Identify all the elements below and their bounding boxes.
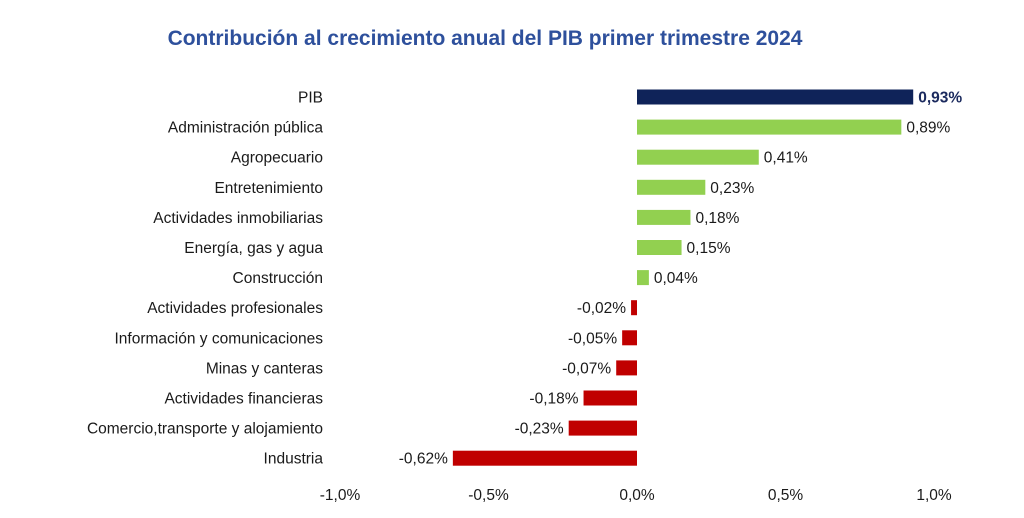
value-label: 0,23% bbox=[710, 180, 754, 197]
bar bbox=[637, 179, 706, 195]
category-label: Comercio,transporte y alojamiento bbox=[87, 421, 323, 438]
value-label: 0,04% bbox=[654, 270, 698, 287]
bar bbox=[452, 450, 637, 466]
category-label: Actividades profesionales bbox=[147, 300, 323, 317]
bar bbox=[637, 119, 902, 135]
value-label: 0,15% bbox=[687, 240, 731, 257]
value-label: -0,02% bbox=[577, 300, 626, 317]
x-tick-label: -1,0% bbox=[320, 487, 361, 504]
category-label: Construcción bbox=[233, 270, 323, 287]
bar bbox=[616, 360, 637, 376]
value-label: 0,93% bbox=[918, 90, 962, 107]
bar bbox=[637, 270, 649, 286]
value-label: -0,62% bbox=[399, 451, 448, 468]
category-label: Energía, gas y agua bbox=[184, 240, 323, 257]
value-label: -0,05% bbox=[568, 330, 617, 347]
chart-title: Contribución al crecimiento anual del PI… bbox=[167, 27, 803, 50]
category-label: Información y comunicaciones bbox=[115, 330, 324, 347]
category-label: Minas y canteras bbox=[206, 360, 323, 377]
x-tick-label: 0,5% bbox=[768, 487, 804, 504]
x-tick-label: -0,5% bbox=[468, 487, 509, 504]
category-label: PIB bbox=[298, 90, 323, 107]
category-label: Actividades inmobiliarias bbox=[153, 210, 323, 227]
x-tick-label: 1,0% bbox=[916, 487, 952, 504]
bar bbox=[637, 149, 759, 165]
bar bbox=[637, 240, 682, 255]
bar bbox=[568, 420, 637, 436]
x-tick-label: 0,0% bbox=[619, 487, 655, 504]
value-label: 0,41% bbox=[764, 150, 808, 167]
category-label: Agropecuario bbox=[231, 150, 323, 167]
category-label: Entretenimiento bbox=[214, 180, 323, 197]
value-label: 0,18% bbox=[695, 210, 739, 227]
value-label: 0,89% bbox=[906, 120, 950, 137]
category-label: Administración pública bbox=[168, 120, 323, 137]
category-label: Actividades financieras bbox=[164, 391, 323, 408]
bar-total bbox=[637, 89, 914, 105]
bar bbox=[637, 209, 691, 225]
value-label: -0,07% bbox=[562, 360, 611, 377]
value-label: -0,18% bbox=[529, 391, 578, 408]
category-label: Industria bbox=[264, 451, 324, 468]
bar bbox=[583, 390, 637, 406]
bar bbox=[631, 300, 637, 316]
bar bbox=[622, 330, 637, 346]
value-label: -0,23% bbox=[515, 421, 564, 438]
